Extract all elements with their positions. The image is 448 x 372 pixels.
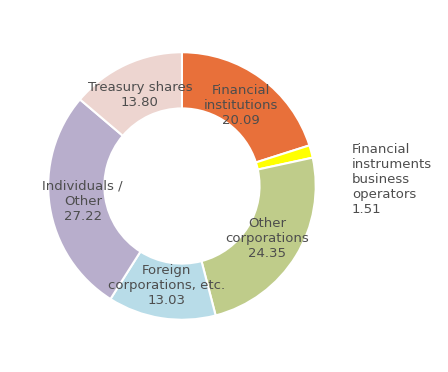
Wedge shape	[256, 145, 313, 170]
Text: Treasury shares
13.80: Treasury shares 13.80	[87, 81, 192, 109]
Text: Individuals /
Other
27.22: Individuals / Other 27.22	[43, 180, 123, 222]
Wedge shape	[202, 158, 316, 315]
Wedge shape	[182, 52, 310, 163]
Text: Other
corporations
24.35: Other corporations 24.35	[225, 217, 309, 260]
Text: Financial
institutions
20.09: Financial institutions 20.09	[204, 83, 278, 126]
Text: Financial
instruments
business
operators
1.51: Financial instruments business operators…	[352, 143, 432, 216]
Wedge shape	[111, 251, 215, 320]
Text: Foreign
corporations, etc.
13.03: Foreign corporations, etc. 13.03	[108, 264, 225, 307]
Wedge shape	[48, 99, 141, 299]
Wedge shape	[80, 52, 182, 136]
